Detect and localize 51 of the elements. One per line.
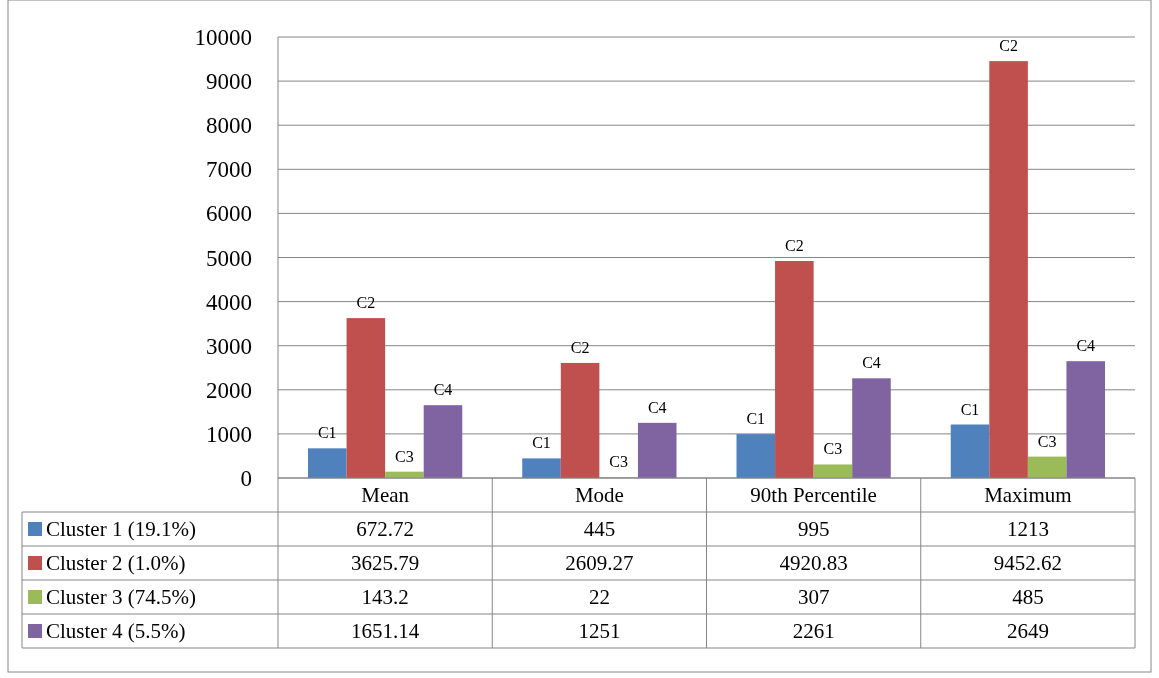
annotation: C1 bbox=[746, 410, 766, 428]
y-tick-label: 1000 bbox=[206, 421, 252, 447]
data-label: 2649 bbox=[1006, 619, 1049, 644]
annotation: C1 bbox=[317, 424, 337, 442]
annotation: C1 bbox=[532, 434, 551, 452]
data-label: 22 bbox=[588, 585, 610, 610]
data-label: 143.2 bbox=[361, 585, 409, 610]
data-label: 3625.79 bbox=[351, 551, 420, 576]
annotation: C4 bbox=[1076, 337, 1096, 355]
annotation: C3 bbox=[1037, 432, 1057, 450]
x-tick-label: 90th Percentile bbox=[750, 483, 877, 508]
annotation: C4 bbox=[433, 381, 453, 399]
legend-label: Cluster 3 (74.5%) bbox=[46, 585, 196, 610]
y-tick-label: 9000 bbox=[206, 69, 252, 95]
x-tick-label: Mean bbox=[361, 483, 410, 508]
y-tick-label: 10000 bbox=[194, 25, 252, 51]
data-label: 1213 bbox=[1006, 517, 1049, 542]
y-tick-label: 8000 bbox=[206, 113, 252, 139]
annotation: C3 bbox=[823, 440, 843, 458]
annotation: C4 bbox=[862, 354, 881, 372]
annotation: C2 bbox=[785, 236, 804, 254]
y-tick-label: 5000 bbox=[206, 245, 252, 271]
data-label: 485 bbox=[1012, 585, 1044, 610]
annotation: C1 bbox=[960, 400, 980, 418]
annotation: C3 bbox=[609, 453, 628, 471]
data-label: 4920.83 bbox=[779, 551, 848, 576]
data-label: 445 bbox=[583, 517, 616, 542]
legend-label: Cluster 2 (1.0%) bbox=[46, 551, 186, 576]
annotation: C2 bbox=[570, 338, 590, 356]
y-tick-label: 6000 bbox=[206, 201, 252, 227]
data-label: 1251 bbox=[578, 619, 621, 644]
data-label: 2609.27 bbox=[565, 551, 634, 576]
annotation: C2 bbox=[999, 37, 1018, 55]
data-label: 995 bbox=[797, 517, 830, 542]
y-tick-label: 4000 bbox=[206, 289, 252, 315]
data-label: 1651.14 bbox=[351, 619, 420, 644]
data-label: 9452.62 bbox=[993, 551, 1062, 576]
y-tick-label: 2000 bbox=[206, 377, 252, 403]
y-tick-label: 7000 bbox=[206, 157, 252, 183]
x-tick-label: Mode bbox=[574, 483, 624, 508]
y-tick-label: 0 bbox=[240, 466, 252, 492]
annotation: C4 bbox=[647, 398, 667, 416]
annotation: C2 bbox=[356, 294, 376, 312]
x-tick-label: Maximum bbox=[984, 483, 1072, 508]
legend-label: Cluster 1 (19.1%) bbox=[46, 517, 196, 542]
data-label: 672.72 bbox=[356, 517, 414, 542]
y-tick-label: 3000 bbox=[206, 333, 252, 359]
data-label: 307 bbox=[797, 585, 830, 610]
annotation: C3 bbox=[395, 447, 414, 465]
legend-label: Cluster 4 (5.5%) bbox=[46, 619, 186, 644]
data-label: 2261 bbox=[792, 619, 835, 644]
